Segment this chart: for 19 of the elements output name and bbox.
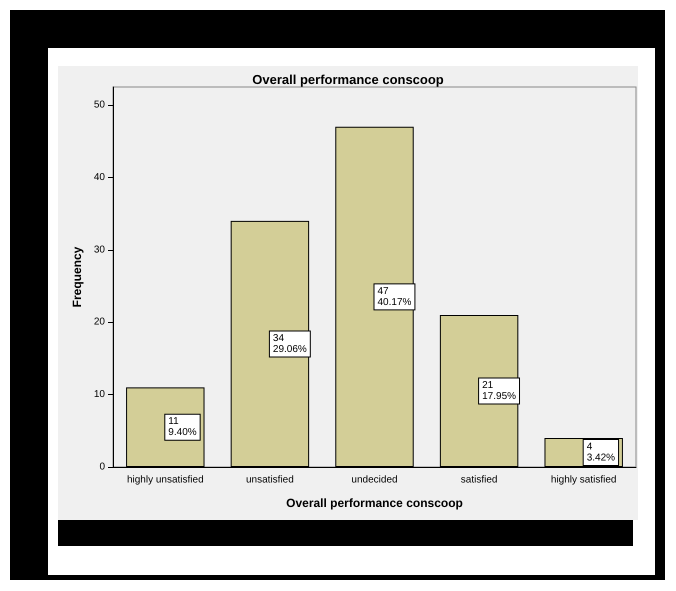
y-tick-label: 10 [94,389,106,400]
y-axis-title: Frequency [70,246,84,308]
x-tick-label: undecided [351,474,398,486]
chart-title: Overall performance conscoop [252,72,444,87]
data-label: 21 17.95% [482,380,516,402]
data-label: 11 9.40% [168,416,197,438]
y-tick-label: 50 [94,100,106,111]
y-tick-label: 40 [94,172,106,183]
x-axis-title: Overall performance conscoop [286,496,463,510]
x-tick-label: satisfied [460,474,498,486]
y-tick-label: 0 [99,462,106,472]
x-tick-label: unsatisfied [246,474,294,486]
data-label: 34 29.06% [272,332,307,355]
y-tick-label: 30 [94,244,106,256]
data-label: 47 40.17% [378,286,412,308]
x-tick-label: highly satisfied [550,474,616,486]
y-tick-label: 20 [94,316,106,328]
x-tick-label: highly unsatisfied [126,474,204,486]
data-label: 4 3.42% [586,442,616,464]
